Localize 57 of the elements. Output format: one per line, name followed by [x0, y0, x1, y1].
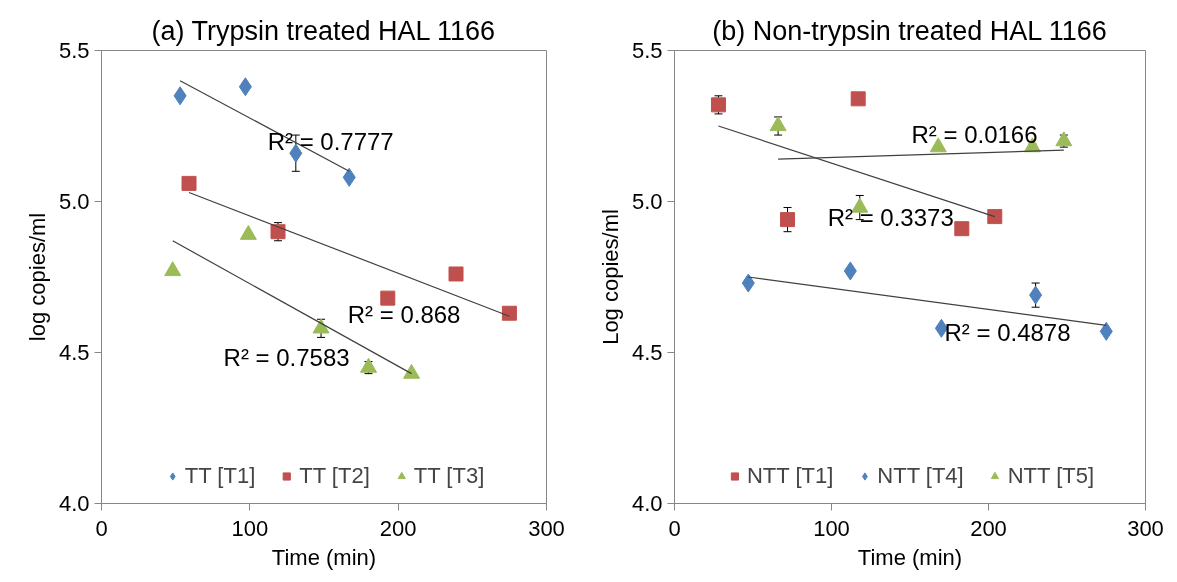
y-tick-label: 4.5 [631, 340, 663, 365]
point [164, 261, 182, 277]
legend-label: NTT [T4] [877, 463, 964, 489]
point [173, 86, 187, 106]
y-axis-title: Log copies/ml [597, 209, 623, 345]
legend-label: TT [T1] [184, 463, 256, 489]
y-tick-label: 4.0 [58, 491, 90, 516]
point [741, 273, 755, 293]
point [851, 197, 869, 213]
point [380, 290, 396, 306]
point [987, 209, 1003, 225]
x-tick-label: 300 [528, 515, 565, 541]
chart-title: (b) Non-trypsin treated HAL 1166 [712, 15, 1107, 46]
annotation: R² = 0.7777 [267, 128, 394, 156]
point [360, 357, 377, 373]
x-axis-title: Time (min) [271, 544, 377, 570]
y-tick-label: 5.0 [631, 189, 663, 214]
point [501, 305, 517, 321]
point [181, 175, 197, 191]
point [769, 116, 787, 132]
x-tick-label: 200 [970, 515, 1007, 541]
y-tick-label: 5.5 [58, 38, 90, 63]
y-tick-label: 4.0 [631, 491, 663, 516]
x-tick-label: 200 [379, 515, 417, 541]
x-tick-label: 100 [813, 515, 850, 541]
point [239, 224, 257, 240]
point [342, 167, 356, 187]
annotation: R² = 0.868 [347, 301, 461, 329]
point [954, 221, 970, 237]
point [238, 77, 252, 97]
x-axis-title: Time (min) [857, 544, 963, 570]
y-tick-label: 5.0 [58, 189, 90, 214]
legend-label: TT [T3] [413, 463, 485, 489]
point [1055, 131, 1073, 147]
point [843, 261, 857, 281]
legend-label: NTT [T1] [746, 463, 834, 489]
x-tick-label: 0 [95, 515, 108, 541]
point [448, 266, 464, 282]
y-tick-label: 4.5 [58, 340, 90, 365]
x-tick-label: 300 [1127, 515, 1164, 541]
annotation: R² = 0.7583 [223, 344, 350, 372]
point [780, 212, 796, 228]
point [312, 318, 330, 334]
annotation: R² = 0.0166 [911, 120, 1038, 148]
annotation: R² = 0.4878 [944, 319, 1071, 347]
annotation: R² = 0.3373 [827, 204, 954, 232]
y-tick-label: 5.5 [631, 38, 663, 63]
x-tick-label: 100 [231, 515, 269, 541]
legend-label: TT [T2] [299, 463, 370, 489]
point [403, 363, 421, 379]
y-axis-title: log copies/ml [24, 212, 50, 342]
point [850, 91, 866, 107]
x-tick-label: 0 [668, 515, 681, 541]
legend-label: NTT [T5] [1007, 463, 1095, 489]
point [934, 318, 948, 338]
chart-title: (a) Trypsin treated HAL 1166 [151, 15, 496, 46]
point [1099, 321, 1113, 341]
